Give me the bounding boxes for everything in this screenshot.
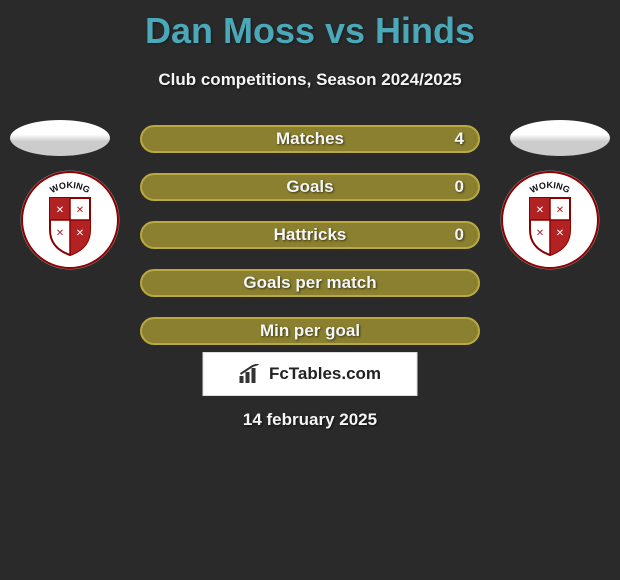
svg-text:✕: ✕ xyxy=(536,228,544,239)
svg-text:✕: ✕ xyxy=(556,205,564,216)
svg-text:✕: ✕ xyxy=(76,205,84,216)
page-subtitle: Club competitions, Season 2024/2025 xyxy=(0,70,620,90)
stat-right-value: 0 xyxy=(455,225,464,245)
stat-label: Matches xyxy=(276,129,344,149)
stats-container: Matches 4 Goals 0 Hattricks 0 Goals per … xyxy=(140,125,480,345)
stat-label: Min per goal xyxy=(260,321,360,341)
stat-row-goals: Goals 0 xyxy=(140,173,480,201)
flag-right xyxy=(510,120,610,156)
svg-text:✕: ✕ xyxy=(76,228,84,239)
stat-label: Goals xyxy=(286,177,333,197)
svg-text:✕: ✕ xyxy=(536,205,544,216)
page-title: Dan Moss vs Hinds xyxy=(0,0,620,52)
stat-row-matches: Matches 4 xyxy=(140,125,480,153)
chart-icon xyxy=(239,364,263,384)
svg-text:✕: ✕ xyxy=(56,205,64,216)
stat-row-min-per-goal: Min per goal xyxy=(140,317,480,345)
svg-text:✕: ✕ xyxy=(56,228,64,239)
stat-row-goals-per-match: Goals per match xyxy=(140,269,480,297)
svg-text:✕: ✕ xyxy=(556,228,564,239)
date-label: 14 february 2025 xyxy=(0,410,620,430)
flag-left xyxy=(10,120,110,156)
club-logo-right: WOKING ✕ ✕ ✕ ✕ xyxy=(500,170,600,270)
shield-icon: WOKING ✕ ✕ ✕ ✕ xyxy=(500,170,600,270)
brand-badge[interactable]: FcTables.com xyxy=(203,352,418,396)
stat-right-value: 0 xyxy=(455,177,464,197)
stat-label: Hattricks xyxy=(274,225,347,245)
club-logo-left: WOKING ✕ ✕ ✕ ✕ xyxy=(20,170,120,270)
stat-label: Goals per match xyxy=(243,273,376,293)
stat-right-value: 4 xyxy=(455,129,464,149)
shield-icon: WOKING ✕ ✕ ✕ ✕ xyxy=(20,170,120,270)
stat-row-hattricks: Hattricks 0 xyxy=(140,221,480,249)
brand-text: FcTables.com xyxy=(269,364,381,384)
